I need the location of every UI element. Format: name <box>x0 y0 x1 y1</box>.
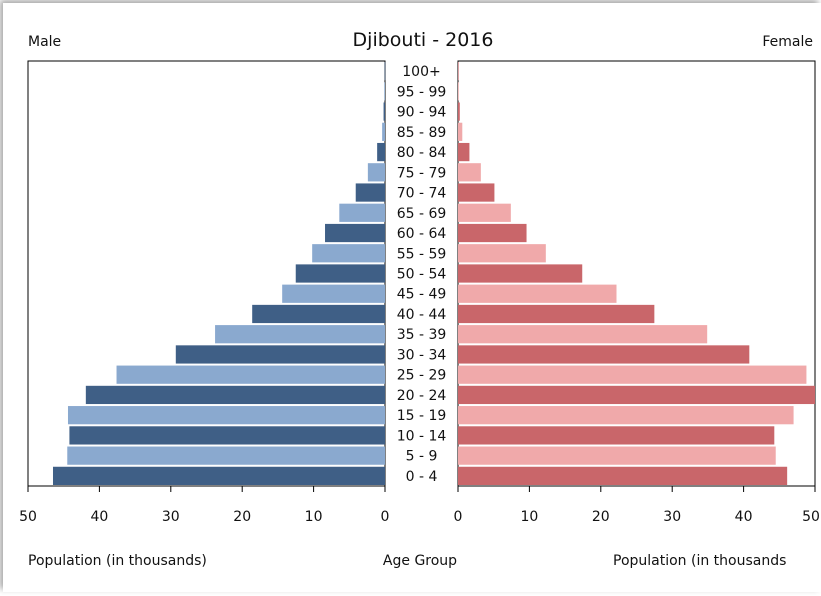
age-group-label: 100+ <box>402 64 440 80</box>
x-tick-label: 30 <box>663 509 681 525</box>
age-group-label: 30 - 34 <box>397 347 447 363</box>
age-group-label: 70 - 74 <box>397 186 447 202</box>
female-bars <box>458 62 815 485</box>
chart-title: Djibouti - 2016 <box>353 29 494 51</box>
female-side-label: Female <box>762 34 813 50</box>
x-tick-label: 20 <box>592 509 610 525</box>
age-group-label: 50 - 54 <box>397 267 447 283</box>
x-tick-label: 40 <box>90 509 108 525</box>
age-group-label: 20 - 24 <box>397 388 447 404</box>
age-group-label: 40 - 44 <box>397 307 447 323</box>
female-bar <box>458 365 807 384</box>
male-axis-title: Population (in thousands) <box>28 553 207 569</box>
age-group-label: 35 - 39 <box>397 327 447 343</box>
male-bar <box>383 102 385 121</box>
male-bar <box>355 183 385 202</box>
female-bar <box>458 122 463 141</box>
age-group-label: 90 - 94 <box>397 105 447 121</box>
female-bar <box>458 446 776 465</box>
male-bar <box>325 223 385 243</box>
age-group-axis-title: Age Group <box>383 553 457 569</box>
female-bar <box>458 304 655 324</box>
x-tick-label: 40 <box>735 509 753 525</box>
female-bar <box>458 203 511 222</box>
male-bar <box>382 122 385 141</box>
x-tick-label: 50 <box>802 509 820 525</box>
male-bar <box>116 365 385 384</box>
x-tick-label: 10 <box>520 509 538 525</box>
female-bar <box>458 264 583 283</box>
male-bar <box>377 142 385 162</box>
female-bar <box>458 163 481 182</box>
age-group-label: 15 - 19 <box>397 408 447 424</box>
female-bar <box>458 426 775 445</box>
female-bar <box>458 223 527 243</box>
male-x-axis: 50 40 30 20 10 0 <box>19 486 389 525</box>
male-bar <box>339 203 385 222</box>
age-group-labels: 0 - 4 5 - 9 10 - 14 15 - 19 20 - 24 25 - 29 30… <box>397 64 447 485</box>
age-group-label: 75 - 79 <box>397 165 447 181</box>
male-bar <box>384 62 386 81</box>
age-group-label: 65 - 69 <box>397 206 447 222</box>
male-bar <box>367 163 385 182</box>
male-bar <box>67 406 385 425</box>
male-bar <box>69 426 386 445</box>
x-tick-label: 20 <box>233 509 251 525</box>
age-group-label: 0 - 4 <box>406 469 438 485</box>
male-bars <box>52 62 386 485</box>
female-bar <box>458 62 459 81</box>
age-group-label: 45 - 49 <box>397 287 447 303</box>
age-group-label: 95 - 99 <box>397 84 447 100</box>
female-bar <box>458 142 470 162</box>
male-side-label: Male <box>28 34 61 50</box>
x-tick-label: 0 <box>381 509 390 525</box>
male-bar <box>215 325 385 344</box>
x-tick-label: 10 <box>305 509 323 525</box>
age-group-label: 60 - 64 <box>397 226 447 242</box>
age-group-label: 85 - 89 <box>397 125 447 141</box>
female-x-axis: 0 10 20 30 40 50 <box>454 486 820 525</box>
male-bar <box>282 284 385 303</box>
x-tick-label: 30 <box>162 509 180 525</box>
age-group-label: 25 - 29 <box>397 368 447 384</box>
female-bar <box>458 284 617 303</box>
female-bar <box>458 244 546 263</box>
age-group-label: 10 - 14 <box>397 428 447 444</box>
age-group-label: 80 - 84 <box>397 145 447 161</box>
female-bar <box>458 345 750 364</box>
male-bar <box>175 345 385 364</box>
female-bar <box>458 385 815 405</box>
male-bar <box>52 466 386 485</box>
male-bar <box>312 244 385 263</box>
female-bar <box>458 183 495 202</box>
male-bar <box>85 385 386 405</box>
male-bar <box>295 264 385 283</box>
female-bar <box>458 102 460 121</box>
age-group-label: 55 - 59 <box>397 246 447 262</box>
male-bar <box>384 82 385 101</box>
female-bar <box>458 82 459 101</box>
age-group-label: 5 - 9 <box>406 449 438 465</box>
male-bar <box>252 304 385 324</box>
female-axis-title: Population (in thousands <box>613 553 786 569</box>
female-bar <box>458 466 788 485</box>
x-tick-label: 50 <box>19 509 37 525</box>
female-bar <box>458 406 794 425</box>
female-bar <box>458 325 708 344</box>
x-tick-label: 0 <box>454 509 463 525</box>
male-bar <box>67 446 386 465</box>
